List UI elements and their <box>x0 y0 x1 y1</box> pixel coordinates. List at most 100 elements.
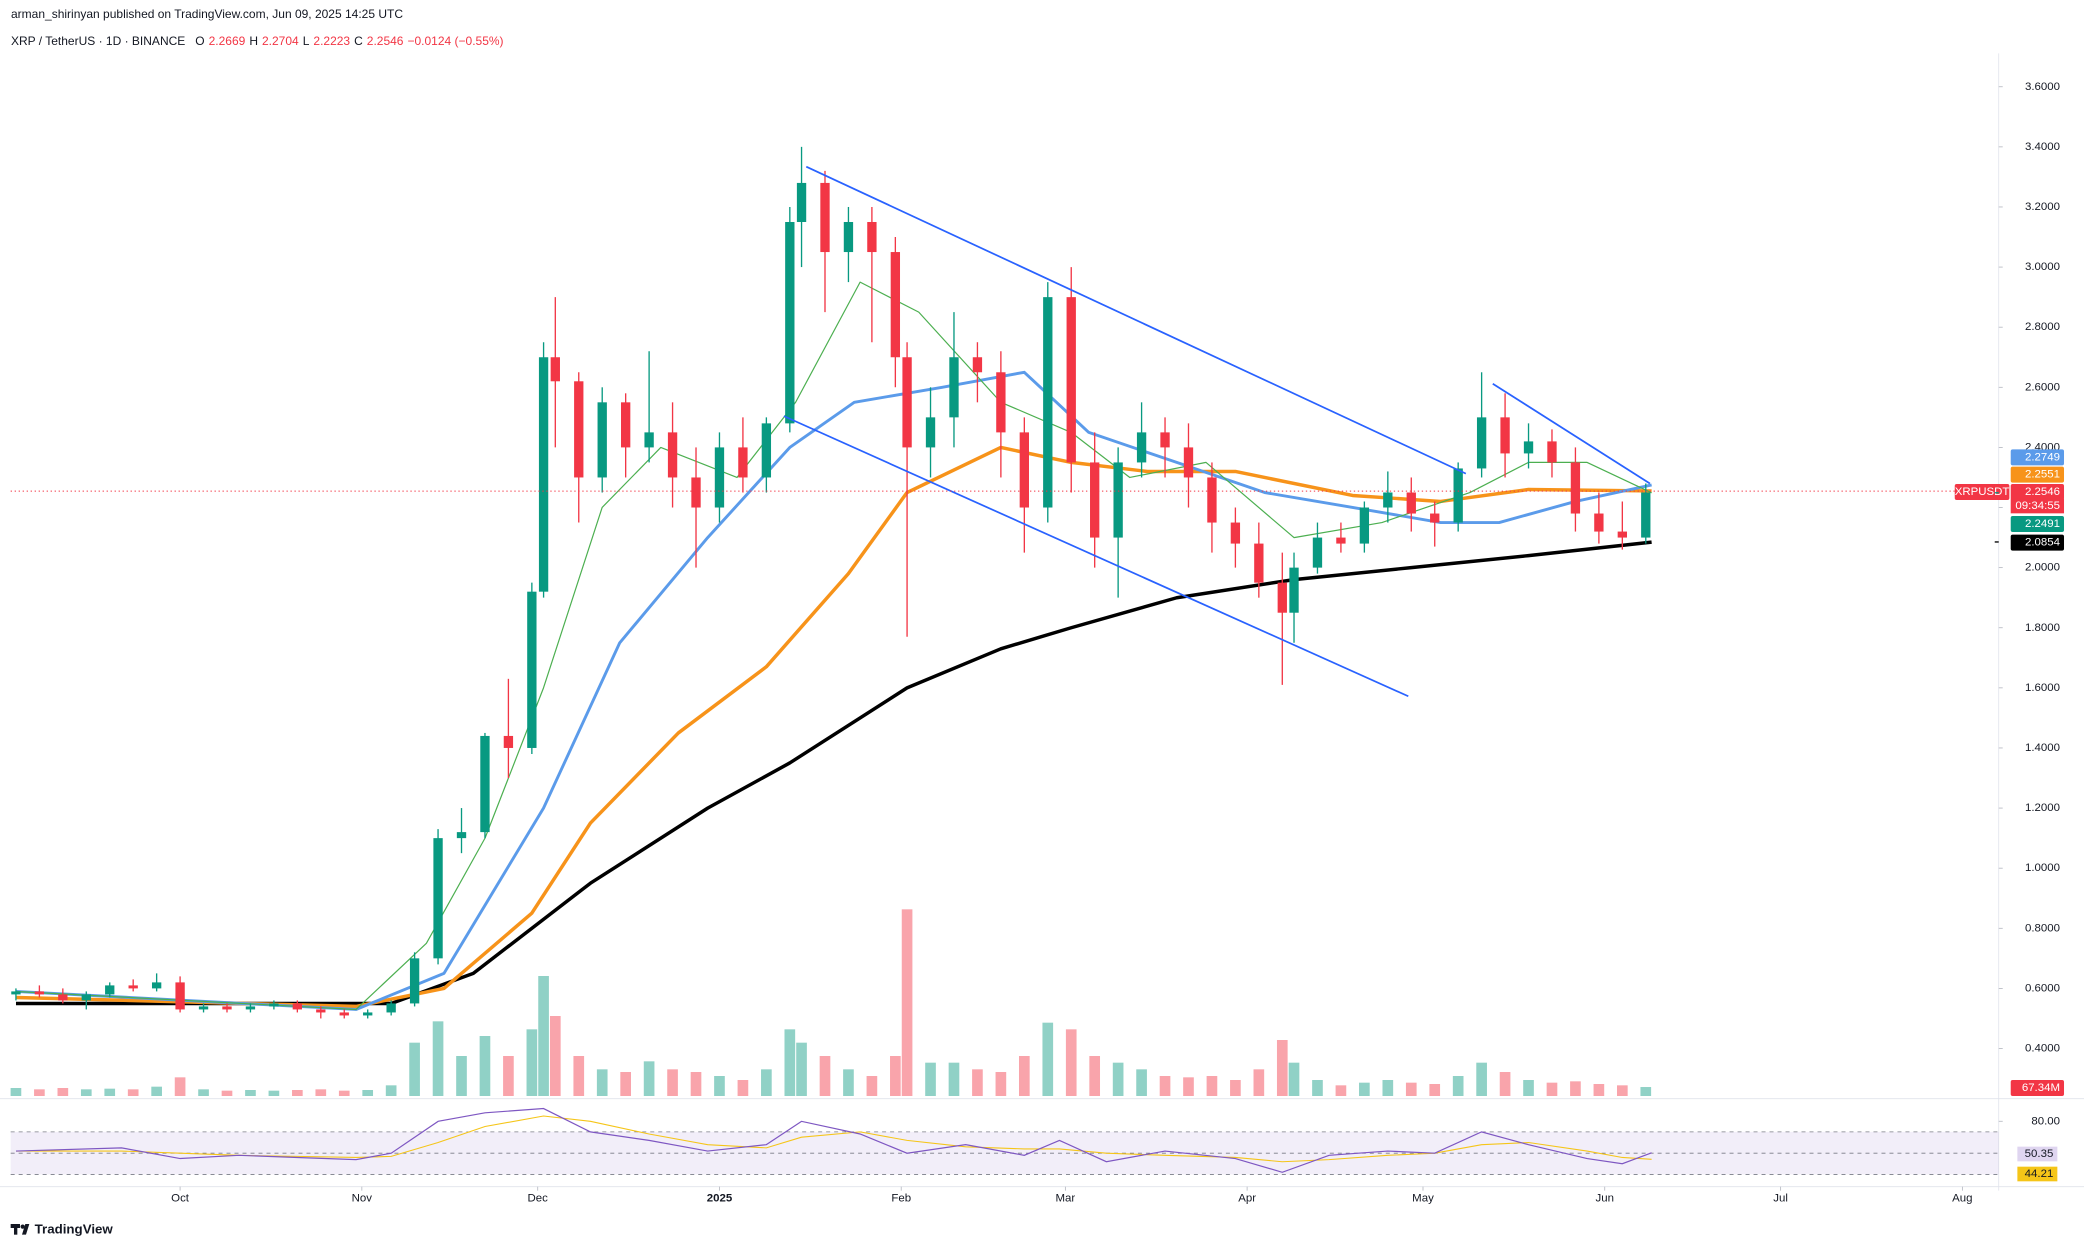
candle-body <box>81 994 91 1001</box>
candle-body <box>597 402 607 478</box>
volume-bar <box>456 1056 467 1096</box>
x-tick-label: 2025 <box>707 1193 733 1205</box>
rsi-value-box <box>2017 1146 2058 1162</box>
ohlc-value: 2.2704 <box>262 34 299 48</box>
y-tick-label: 1.4000 <box>2025 742 2060 754</box>
volume-bar <box>643 1061 655 1096</box>
volume-bar <box>385 1085 397 1096</box>
y-tick-label: 0.6000 <box>2025 982 2060 994</box>
volume-bar <box>1499 1072 1511 1096</box>
candle-body <box>1277 582 1287 613</box>
volume-bar <box>432 1021 444 1096</box>
price-label: 2.2491 <box>2025 518 2060 530</box>
candle-body <box>1113 462 1123 538</box>
y-tick-label: 1.0000 <box>2025 862 2060 874</box>
volume-bar <box>1405 1082 1417 1096</box>
volume-bar <box>362 1090 374 1096</box>
rsi-ma-box <box>2017 1166 2058 1182</box>
candle-body <box>691 477 701 508</box>
ohlc-key: O <box>195 34 205 48</box>
candle-body <box>867 221 877 253</box>
candle-body <box>1430 513 1440 523</box>
x-tick-label: Mar <box>1056 1193 1076 1205</box>
symbol-line: XRP / TetherUS · 1D · BINANCE O 2.2669 H 2.2… <box>11 34 508 48</box>
candle-body <box>503 735 514 748</box>
candle-body <box>269 1003 279 1007</box>
candle-body <box>480 735 490 833</box>
candle-body <box>538 357 549 592</box>
candle-body <box>996 372 1006 433</box>
brand: TradingView <box>35 1222 114 1237</box>
volume-bar <box>80 1089 92 1096</box>
volume-bar <box>409 1042 420 1096</box>
volume-bar <box>503 1056 514 1096</box>
y-tick-label: 1.8000 <box>2025 622 2060 634</box>
candle-body <box>1453 468 1463 523</box>
volume-bar <box>526 1029 538 1096</box>
volume-bar <box>1382 1080 1394 1096</box>
price-label-box <box>2010 516 2065 532</box>
volume-bar <box>890 1056 901 1096</box>
candle-body <box>550 357 560 382</box>
volume-bar <box>151 1086 162 1096</box>
candle-body <box>1383 492 1393 508</box>
x-tick-label: Oct <box>171 1193 190 1205</box>
volume-bar <box>268 1090 280 1096</box>
volume-bar <box>174 1077 186 1096</box>
ohlc-value: 2.2223 <box>313 34 351 48</box>
volume-bar <box>784 1029 796 1096</box>
candle-body <box>1136 432 1147 463</box>
candle-body <box>1254 543 1264 583</box>
volume-bar <box>479 1036 491 1096</box>
x-tick-label: Aug <box>1952 1193 1972 1205</box>
x-tick-label: Nov <box>352 1193 373 1205</box>
volume-bar <box>843 1069 854 1096</box>
candle-body <box>1090 462 1100 538</box>
volume-bar <box>901 909 913 1096</box>
candle-body <box>456 832 467 839</box>
ohlc-key: C <box>354 34 363 48</box>
volume-bar <box>34 1089 45 1096</box>
y-tick-label: 3.4000 <box>2025 141 2060 153</box>
volume-bar <box>10 1088 22 1096</box>
candle-body <box>796 182 807 222</box>
candle-body <box>949 357 959 418</box>
candle-body <box>34 991 45 995</box>
volume-bar <box>338 1090 350 1096</box>
candle-body <box>1570 462 1581 514</box>
candle-body <box>1312 537 1323 568</box>
volume-bar <box>1359 1082 1370 1096</box>
main-pane <box>10 146 1652 1096</box>
candle-body <box>1289 567 1299 613</box>
volume-bar <box>1159 1076 1171 1096</box>
volume-label: 67.34M <box>2022 1082 2060 1094</box>
candle-body <box>820 182 830 253</box>
volume-bar <box>1312 1080 1323 1096</box>
candle-body <box>1359 507 1370 544</box>
countdown-box <box>2010 498 2065 514</box>
candle-body <box>972 357 983 373</box>
moving-average <box>15 370 1652 1011</box>
publisher-line: arman_shirinyan published on TradingView… <box>11 7 407 21</box>
volume-bar <box>538 976 549 1096</box>
candle-body <box>620 402 631 448</box>
moving-average <box>15 281 1652 1011</box>
volume-bar <box>1640 1087 1652 1096</box>
rsi-ma-label: 44.21 <box>2025 1168 2054 1180</box>
rsi-line <box>15 1107 1652 1173</box>
candle-body <box>1547 441 1557 463</box>
candle-body <box>11 991 21 995</box>
candle-body <box>890 252 901 358</box>
ohlc-value: 2.2669 <box>208 34 246 48</box>
x-tick-label: Jul <box>1773 1193 1788 1205</box>
volume-bar <box>573 1056 585 1096</box>
moving-average <box>15 445 1652 1009</box>
candle-body <box>292 1003 303 1010</box>
candle-body <box>738 447 748 478</box>
volume-bar <box>1523 1080 1534 1096</box>
countdown: 09:34:55 <box>2015 500 2060 512</box>
y-tick-label: 3.0000 <box>2025 261 2060 273</box>
x-tick-label: Feb <box>891 1193 911 1205</box>
publisher: arman_shirinyan published on TradingView… <box>11 7 404 21</box>
